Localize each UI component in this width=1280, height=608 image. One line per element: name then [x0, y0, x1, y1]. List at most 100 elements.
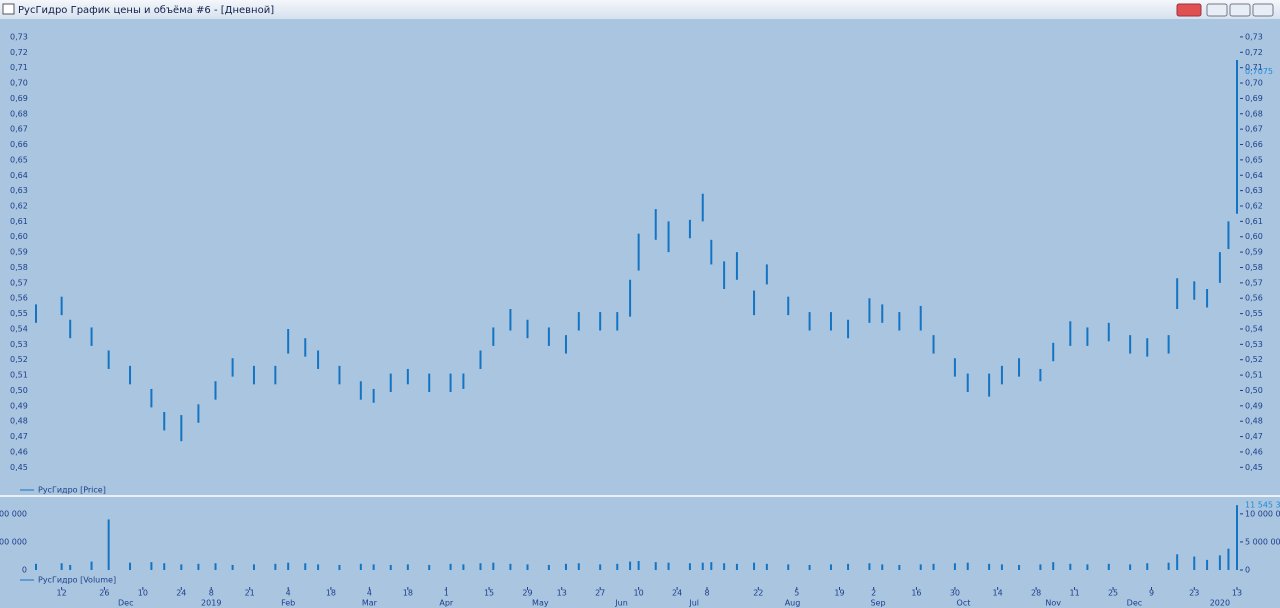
volume-bar: [60, 563, 63, 570]
volume-bar: [1146, 563, 1149, 570]
volume-bar: [1176, 554, 1179, 570]
minimize-button[interactable]: [1206, 3, 1228, 17]
volume-bar: [735, 563, 738, 570]
x-tick-label: 10: [138, 589, 148, 598]
volume-bar: [180, 564, 183, 570]
y-tick-label: 0,61: [1245, 217, 1263, 226]
volume-bar: [526, 564, 529, 570]
y-tick-label: 0,55: [1245, 309, 1263, 318]
y-tick-label: 10 000 000: [1245, 509, 1280, 518]
x-tick-label: 5: [794, 589, 799, 598]
x-tick-label: 11: [1069, 589, 1079, 598]
y-tick-label: 0,69: [10, 94, 28, 103]
y-tick-label: 0,67: [10, 125, 28, 134]
volume-bar: [599, 564, 602, 570]
y-tick-label: 0,72: [10, 48, 28, 57]
x-tick-label: 8: [704, 589, 709, 598]
month-label: Nov: [1045, 599, 1061, 608]
window-title: РусГидро График цены и объёма #6 - [Днев…: [18, 5, 274, 16]
y-tick-label: 0,49: [1245, 401, 1263, 410]
volume-bar: [919, 564, 922, 570]
volume-bar: [753, 562, 756, 570]
volume-bar: [35, 563, 37, 570]
y-tick-label: 0,52: [1245, 355, 1263, 364]
volume-bar: [359, 563, 362, 570]
y-tick-label: 0,66: [1245, 140, 1263, 149]
month-label: Mar: [362, 599, 378, 608]
x-tick-label: 4: [367, 589, 372, 598]
y-tick-label: 0,64: [1245, 171, 1263, 180]
y-tick-label: 5 000 000: [0, 537, 27, 546]
volume-bar: [197, 563, 200, 570]
x-tick-label: 24: [672, 589, 682, 598]
volume-bar: [667, 562, 670, 570]
x-tick-label: 18: [403, 589, 413, 598]
y-tick-label: 0,68: [1245, 109, 1263, 118]
volume-bar: [479, 563, 482, 570]
volume-bar: [389, 564, 392, 570]
volume-bar: [317, 564, 320, 570]
last-price-label: 0,7075: [1245, 67, 1273, 76]
x-tick-label: 13: [557, 589, 567, 598]
x-tick-label: 28: [1031, 589, 1041, 598]
y-tick-label: 0,53: [1245, 340, 1263, 349]
month-label: Oct: [957, 599, 971, 608]
y-tick-label: 0,62: [10, 202, 28, 211]
y-tick-label: 0,56: [10, 294, 28, 303]
volume-bar: [787, 564, 790, 570]
x-tick-label: 24: [176, 589, 186, 598]
y-tick-label: 0,61: [10, 217, 28, 226]
y-tick-label: 0,59: [1245, 248, 1263, 257]
volume-bar: [1167, 562, 1170, 570]
volume-bar: [129, 562, 132, 570]
volume-bar: [1193, 556, 1196, 570]
y-tick-label: 0,60: [1245, 232, 1263, 241]
y-tick-label: 0,53: [10, 340, 28, 349]
y-tick-label: 0,47: [10, 432, 28, 441]
y-tick-label: 0: [1245, 566, 1250, 575]
x-tick-label: 26: [99, 589, 109, 598]
volume-bar: [287, 562, 290, 570]
volume-bar: [881, 564, 884, 570]
y-tick-label: 0,50: [1245, 386, 1263, 395]
y-tick-label: 0,48: [10, 417, 28, 426]
volume-bar: [723, 563, 726, 570]
y-tick-label: 0,47: [1245, 432, 1263, 441]
volume-bar: [1018, 564, 1021, 570]
y-tick-label: 0,63: [10, 186, 28, 195]
volume-bar: [829, 564, 832, 570]
volume-bar: [808, 564, 811, 570]
volume-bar: [1107, 563, 1110, 570]
link-button[interactable]: [1176, 3, 1202, 17]
volume-bar: [577, 563, 580, 570]
volume-bar: [69, 564, 72, 570]
y-tick-label: 0,73: [10, 32, 28, 41]
y-tick-label: 0,70: [10, 79, 28, 88]
y-tick-label: 0,73: [1245, 32, 1263, 41]
x-tick-label: 15: [484, 589, 494, 598]
y-tick-label: 0,48: [1245, 417, 1263, 426]
restore-button[interactable]: [1229, 3, 1251, 17]
y-tick-label: 0,55: [10, 309, 28, 318]
y-tick-label: 0,67: [1245, 125, 1263, 134]
volume-bar: [1039, 564, 1042, 570]
close-button[interactable]: [1252, 3, 1274, 17]
month-label: Feb: [281, 599, 295, 608]
y-tick-label: 5 000 000: [1245, 537, 1280, 546]
volume-bar: [629, 561, 632, 570]
y-tick-label: 0,58: [10, 263, 28, 272]
volume-bar: [252, 564, 255, 570]
x-tick-label: 10: [634, 589, 644, 598]
x-tick-label: 30: [950, 589, 960, 598]
month-label: Sep: [870, 599, 885, 608]
x-tick-label: 21: [245, 589, 255, 598]
volume-bar: [90, 561, 93, 570]
y-tick-label: 0,50: [10, 386, 28, 395]
y-tick-label: 0,71: [10, 63, 28, 72]
volume-bar: [1227, 548, 1230, 570]
volume-bar: [547, 564, 550, 570]
month-label: Jul: [688, 599, 699, 608]
y-tick-label: 0,58: [1245, 263, 1263, 272]
volume-bar: [1129, 564, 1132, 570]
